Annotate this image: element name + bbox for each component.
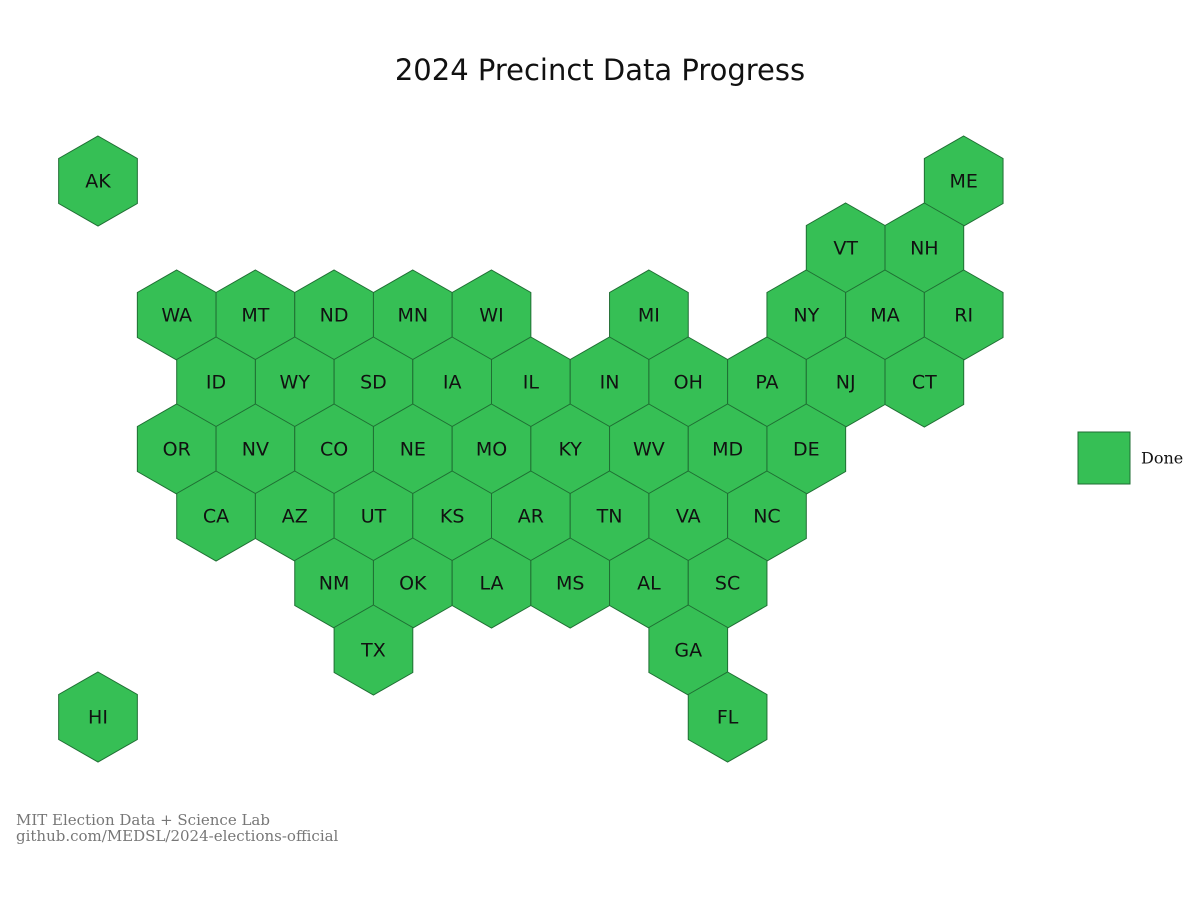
state-label: TX xyxy=(360,640,386,662)
state-label: DE xyxy=(793,439,820,461)
state-label: VA xyxy=(676,506,701,528)
source-line: MIT Election Data + Science Lab xyxy=(16,811,270,829)
state-label: LA xyxy=(479,573,503,595)
state-label: ME xyxy=(949,171,977,193)
state-label: IA xyxy=(443,372,462,394)
map-title: 2024 Precinct Data Progress xyxy=(395,53,805,87)
state-label: AK xyxy=(85,171,111,193)
source-line: github.com/MEDSL/2024-elections-official xyxy=(16,827,339,845)
state-label: WA xyxy=(161,305,192,327)
state-label: OH xyxy=(674,372,703,394)
state-label: UT xyxy=(361,506,387,528)
state-hex xyxy=(884,336,965,428)
state-label: FL xyxy=(717,707,739,729)
state-label: SD xyxy=(360,372,387,394)
state-label: NE xyxy=(400,439,426,461)
state-label: AR xyxy=(518,506,544,528)
state-label: KS xyxy=(440,506,465,528)
state-label: AZ xyxy=(282,506,308,528)
state-label: KY xyxy=(559,439,583,461)
state-label: IN xyxy=(600,372,620,394)
state-label: MN xyxy=(397,305,428,327)
state-label: MA xyxy=(870,305,899,327)
state-label: NC xyxy=(753,506,780,528)
state-label: CA xyxy=(203,506,229,528)
state-label: NJ xyxy=(836,372,856,394)
state-label: VT xyxy=(833,238,858,260)
state-label: MD xyxy=(712,439,743,461)
state-label: PA xyxy=(755,372,778,394)
state-hex xyxy=(58,671,138,763)
state-label: NY xyxy=(793,305,819,327)
state-label: OK xyxy=(399,573,427,595)
state-label: NM xyxy=(319,573,350,595)
state-hex xyxy=(58,135,138,227)
state-label: MS xyxy=(556,573,584,595)
state-label: MO xyxy=(476,439,507,461)
hex-grid: AK ME VT NH WA MT ND MN WI MI NY MA RI ID WY SD IA IL IN OH… xyxy=(58,135,1004,763)
state-hex xyxy=(333,604,414,696)
state-label: WV xyxy=(633,439,665,461)
state-label: SC xyxy=(715,573,740,595)
state-label: TN xyxy=(596,506,623,528)
state-label: MI xyxy=(638,305,660,327)
legend-label: Done xyxy=(1141,449,1183,468)
state-label: GA xyxy=(674,640,702,662)
state-label: NV xyxy=(242,439,269,461)
state-label: WI xyxy=(479,305,503,327)
state-label: CT xyxy=(912,372,937,394)
state-label: ID xyxy=(206,372,226,394)
state-label: MT xyxy=(241,305,269,327)
state-label: ND xyxy=(320,305,349,327)
state-label: CO xyxy=(320,439,348,461)
state-label: OR xyxy=(163,439,191,461)
state-hex xyxy=(687,671,768,763)
state-label: HI xyxy=(88,707,108,729)
legend-swatch xyxy=(1077,431,1131,485)
state-label: AL xyxy=(637,573,661,595)
state-label: RI xyxy=(954,305,973,327)
legend: Done xyxy=(1077,431,1183,485)
state-label: NH xyxy=(910,238,939,260)
state-label: IL xyxy=(523,372,540,394)
state-label: WY xyxy=(280,372,311,394)
